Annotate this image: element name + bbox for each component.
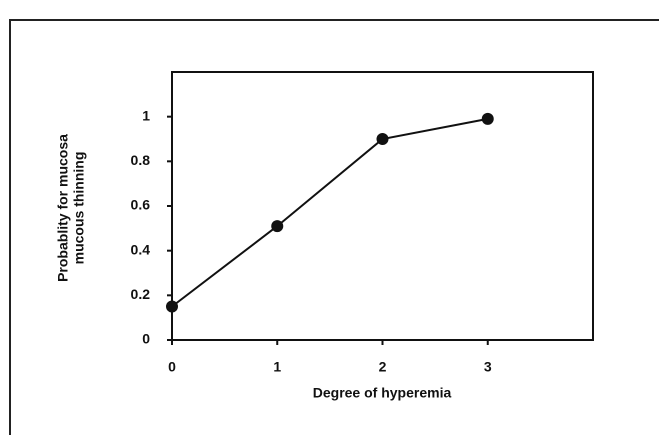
point	[376, 133, 389, 145]
x-axis-label: Degree of hyperemia	[313, 385, 452, 401]
y-axis-label: mucous thinning	[71, 152, 87, 265]
y-axis-label: Probablity for mucosa	[55, 134, 71, 282]
y-tick-label: 0.2	[131, 286, 151, 302]
x-tick-label: 1	[273, 359, 281, 375]
x-tick-label: 0	[168, 359, 176, 375]
y-tick-label: 1	[142, 107, 150, 123]
y-tick-label: 0.6	[131, 197, 151, 213]
point	[271, 220, 284, 233]
point	[166, 300, 178, 313]
x-tick-label: 3	[484, 359, 492, 375]
plot-frame	[171, 71, 594, 341]
point	[481, 112, 494, 125]
y-tick-label: 0.8	[131, 152, 151, 168]
x-tick-label: 2	[379, 359, 387, 375]
line	[171, 117, 488, 308]
y-tick-label: 0	[142, 331, 150, 347]
frame	[9, 19, 659, 435]
y-tick-label: 0.4	[131, 241, 151, 257]
